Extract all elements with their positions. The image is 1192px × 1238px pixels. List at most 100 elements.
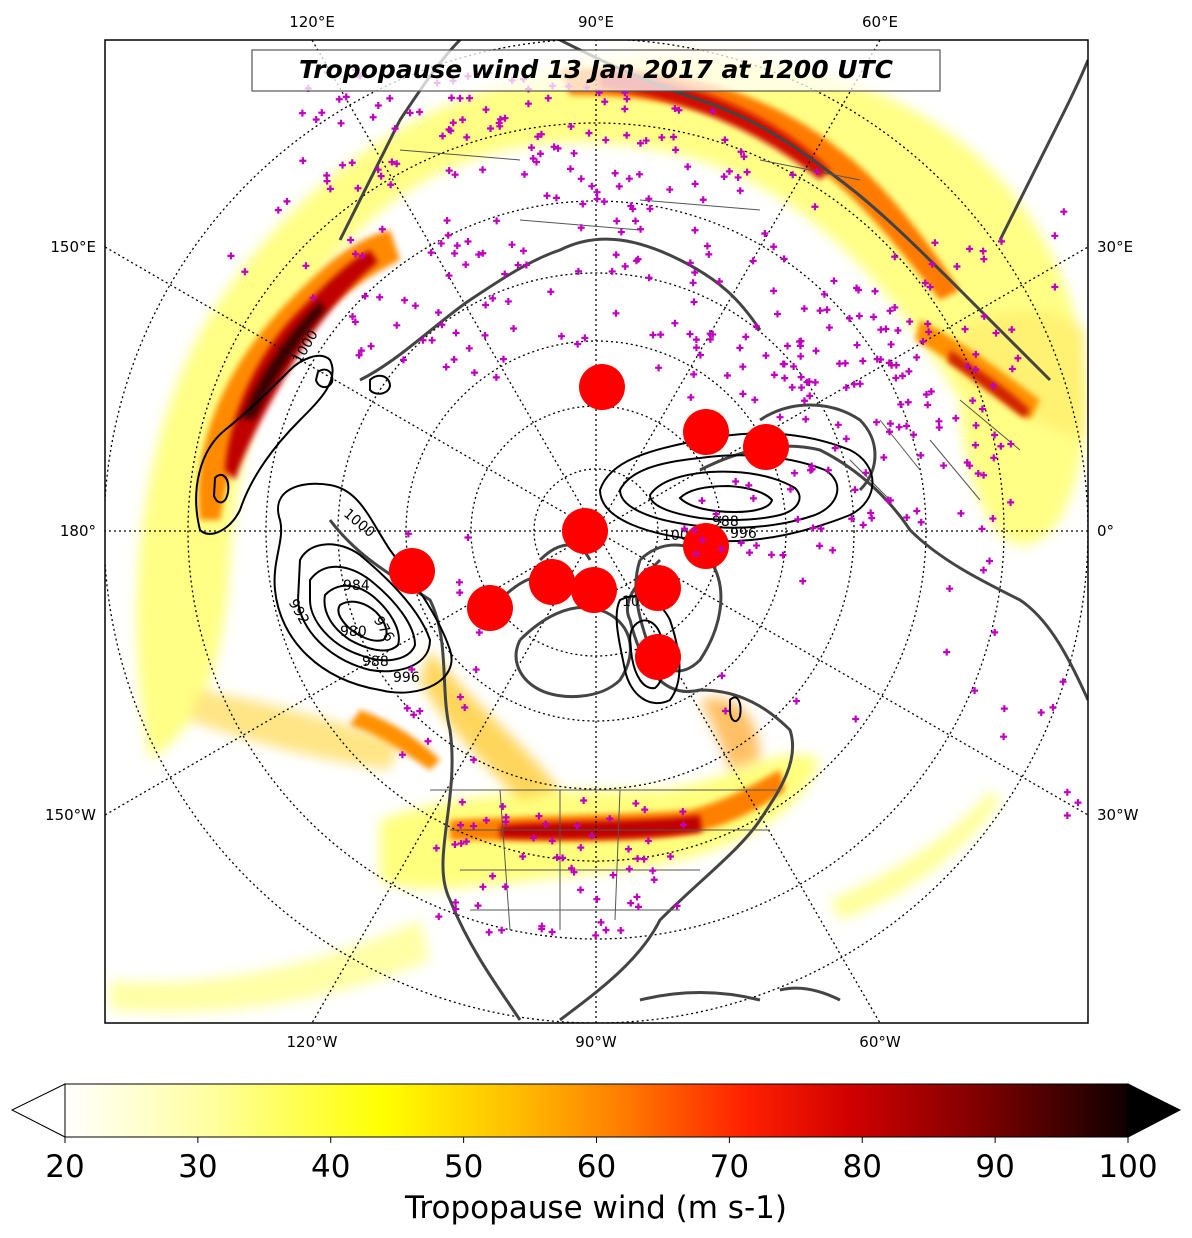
plus-marker xyxy=(737,148,745,156)
colorbar-tick-label: 50 xyxy=(444,1149,483,1185)
plus-marker xyxy=(687,393,695,401)
plus-marker xyxy=(991,628,999,636)
plus-marker xyxy=(593,188,601,196)
plus-marker xyxy=(351,250,359,258)
plus-marker xyxy=(746,549,754,557)
plus-marker xyxy=(636,139,644,147)
plus-marker xyxy=(645,195,653,203)
plus-marker xyxy=(642,137,650,145)
plus-marker xyxy=(410,711,418,719)
plus-marker xyxy=(781,374,789,382)
plus-marker xyxy=(689,279,697,287)
plus-marker xyxy=(797,373,805,381)
plus-marker xyxy=(349,312,357,320)
plus-marker xyxy=(358,252,366,260)
plus-marker xyxy=(978,525,986,533)
plus-marker xyxy=(797,384,805,392)
plus-marker xyxy=(465,344,473,352)
plus-marker xyxy=(585,129,593,137)
plus-marker xyxy=(351,318,359,326)
lon-label-bottom: 120°W xyxy=(287,1033,338,1051)
plus-marker xyxy=(851,486,859,494)
plus-marker xyxy=(424,737,432,745)
plus-marker xyxy=(482,301,490,309)
plus-marker xyxy=(644,837,652,845)
circle-marker xyxy=(579,364,625,410)
plus-marker xyxy=(1000,733,1008,741)
plus-marker xyxy=(625,865,633,873)
colorbar-body xyxy=(64,1083,1129,1138)
plus-marker xyxy=(456,589,464,597)
plus-marker xyxy=(577,886,585,894)
plus-marker xyxy=(972,350,980,358)
plus-marker xyxy=(547,288,555,296)
plus-marker xyxy=(830,277,838,285)
plus-marker xyxy=(312,115,320,123)
plus-marker xyxy=(499,355,507,363)
plus-marker xyxy=(679,821,687,829)
plus-marker xyxy=(749,257,757,265)
plus-marker xyxy=(601,98,609,106)
plus-marker xyxy=(445,272,453,280)
plus-marker xyxy=(686,259,694,267)
plus-marker xyxy=(519,853,527,861)
circle-marker xyxy=(635,634,681,680)
plus-marker xyxy=(470,756,478,764)
low-pacific-1000 xyxy=(273,482,453,694)
scandinavia-coast xyxy=(759,403,877,492)
plus-marker xyxy=(768,551,776,559)
plus-marker xyxy=(927,388,935,396)
plus-marker xyxy=(979,247,987,255)
plus-marker xyxy=(514,261,522,269)
lon-label-right: 0° xyxy=(1097,522,1114,540)
plus-marker xyxy=(553,853,561,861)
plus-marker xyxy=(470,369,478,377)
plus-marker xyxy=(550,143,558,151)
plus-marker xyxy=(354,184,362,192)
plus-marker xyxy=(655,364,663,372)
plus-marker xyxy=(806,392,814,400)
plus-marker xyxy=(842,435,850,443)
plus-marker xyxy=(946,585,954,593)
lon-label-top: 60°E xyxy=(862,13,898,31)
plus-marker xyxy=(779,551,787,559)
circle-marker xyxy=(389,548,435,594)
plus-marker xyxy=(811,378,819,386)
plus-marker xyxy=(459,116,467,124)
plus-marker xyxy=(845,314,853,322)
longitude-labels: 120°E 90°E 60°E 120°W 90°W 60°W 150°E 18… xyxy=(45,13,1139,1051)
plus-marker xyxy=(971,441,979,449)
plus-marker xyxy=(917,518,925,526)
plus-marker xyxy=(1007,498,1015,506)
plus-marker xyxy=(455,578,463,586)
plus-marker xyxy=(698,497,706,505)
plus-marker xyxy=(816,307,824,315)
circle-marker xyxy=(467,585,513,631)
plus-marker xyxy=(448,94,456,102)
plus-marker xyxy=(645,274,653,282)
plus-marker xyxy=(739,363,747,371)
plus-marker xyxy=(411,302,419,310)
plus-marker xyxy=(399,356,407,364)
plus-marker xyxy=(673,902,681,910)
plus-marker xyxy=(274,206,282,214)
plus-marker xyxy=(475,251,483,259)
plus-marker xyxy=(737,539,745,547)
plus-marker xyxy=(792,697,800,705)
plus-marker xyxy=(964,362,972,370)
plus-marker xyxy=(853,341,861,349)
plus-marker xyxy=(800,397,808,405)
plus-marker xyxy=(588,182,596,190)
plus-marker xyxy=(378,225,386,233)
plus-marker xyxy=(859,357,867,365)
hudson-bay-coast xyxy=(514,605,632,699)
plus-marker xyxy=(404,530,412,538)
plus-marker xyxy=(496,122,504,130)
plus-marker xyxy=(740,153,748,161)
plus-marker xyxy=(479,166,487,174)
plus-marker xyxy=(568,864,576,872)
plus-marker xyxy=(997,442,1005,450)
plus-marker xyxy=(374,102,382,110)
plus-marker xyxy=(376,293,384,301)
